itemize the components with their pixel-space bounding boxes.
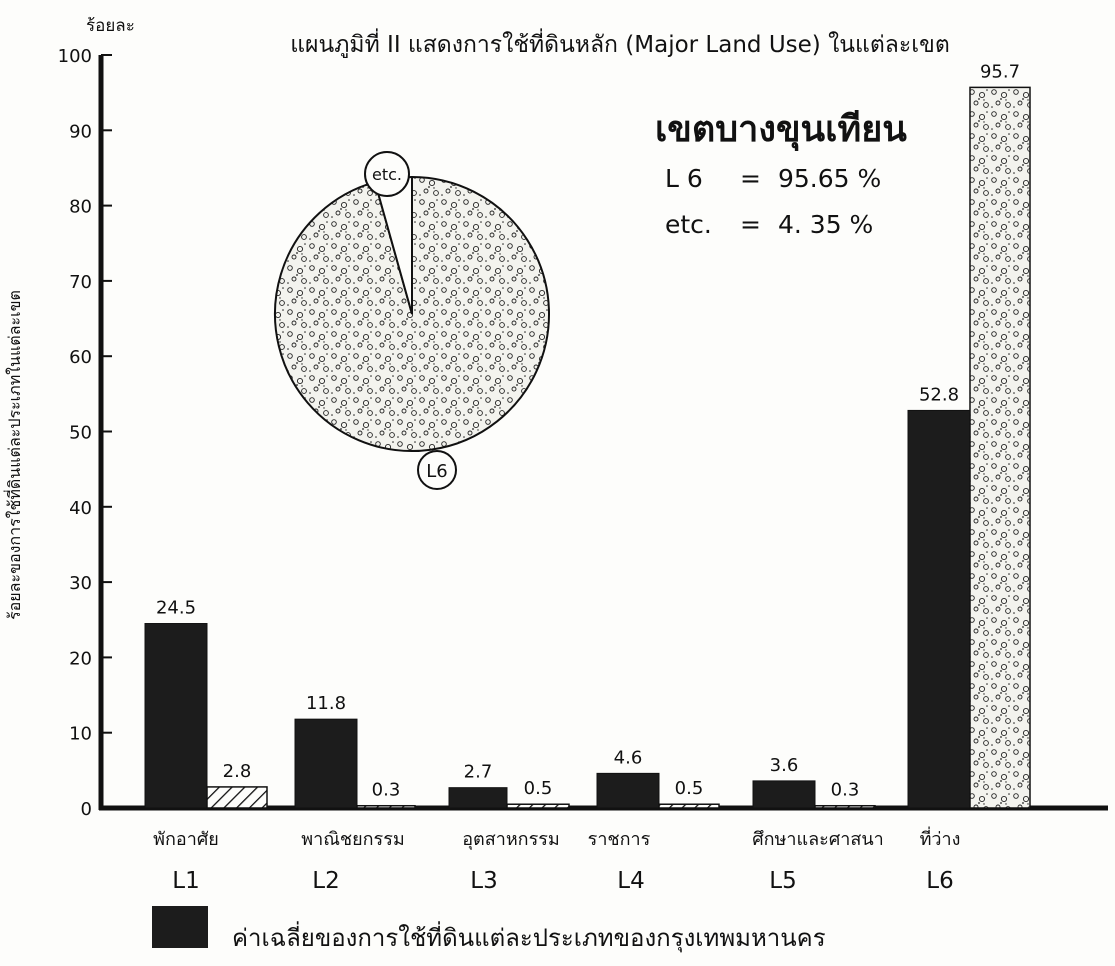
bar-series-2 [969, 86, 1031, 809]
inset-pie: etc. L6 [274, 151, 550, 490]
category-name-label: ศึกษาและศาสนา [752, 829, 884, 850]
district-stat-l6-label: L 6 [665, 164, 703, 193]
y-tick-label: 30 [69, 573, 92, 594]
category-name-label: ที่ว่าง [920, 826, 961, 850]
district-stat-etc-value: 4. 35 % [778, 210, 873, 239]
y-axis-unit: ร้อยละ [86, 16, 135, 36]
bar-value-label: 95.7 [980, 61, 1020, 82]
bar-value-label: 3.6 [770, 755, 799, 776]
category-code-label: L6 [926, 868, 953, 894]
y-tick-label: 10 [69, 724, 92, 745]
y-tick-label: 50 [69, 423, 92, 444]
bar-series-1 [752, 780, 816, 809]
bar-series-2 [356, 804, 416, 809]
bar-value-label: 2.8 [223, 761, 252, 782]
district-stat-etc-label: etc. [665, 210, 712, 239]
bar-value-label: 0.5 [675, 778, 704, 799]
bar-series-2 [506, 803, 570, 809]
category-name-label: ราชการ [588, 829, 651, 850]
y-axis-label: ร้อยละของการใช้ที่ดินแต่ละประเภทในแต่ละเ… [3, 290, 24, 620]
pie-callout-etc-label: etc. [372, 165, 402, 184]
bar-series-2 [206, 786, 268, 809]
category-code-label: L4 [617, 868, 644, 894]
category-code-label: L5 [769, 868, 796, 894]
bar-series-1 [907, 409, 971, 809]
category-name-label: พาณิชยกรรม [301, 829, 405, 850]
district-stat-etc-equals: = [740, 210, 761, 239]
bar-labels-layer: 24.5 11.8 2.7 4.6 3.6 52.8 2.8 0.3 0.5 0.5 0.3 95.7 [156, 61, 1020, 800]
pie-callout-l6-circle [417, 450, 457, 490]
y-tick-label: 100 [58, 46, 92, 67]
category-code-label: L2 [312, 868, 339, 894]
legend-swatch [152, 906, 208, 948]
y-tick-label: 0 [81, 799, 92, 820]
bar-value-label: 24.5 [156, 598, 196, 619]
bar-value-label: 2.7 [464, 762, 493, 783]
bar-series-1 [294, 718, 358, 809]
y-tick-label: 90 [69, 121, 92, 142]
y-tick-label: 20 [69, 648, 92, 669]
pie-callout-etc-circle [364, 151, 410, 197]
district-stat-l6-equals: = [740, 164, 761, 193]
bar-series-2 [814, 804, 876, 809]
bar-series-1 [596, 772, 660, 809]
category-code-label: L1 [172, 868, 199, 894]
category-name-label: พักอาศัย [153, 829, 219, 850]
category-name-label: อุตสาหกรรม [462, 829, 560, 850]
bar-value-label: 52.8 [919, 384, 959, 405]
legend-label: ค่าเฉลี่ยของการใช้ที่ดินแต่ละประเภทของกร… [232, 921, 826, 953]
bar-series-1 [144, 623, 208, 809]
bars-layer [144, 86, 1031, 809]
category-code-label: L3 [470, 868, 497, 894]
bar-value-label: 4.6 [614, 747, 643, 768]
y-axis-ticks: 0 10 20 30 40 50 60 70 80 90 100 [58, 46, 112, 820]
district-name: เขตบางขุนเทียน [655, 109, 907, 152]
y-tick-label: 40 [69, 498, 92, 519]
bar-value-label: 11.8 [306, 693, 346, 714]
bar-series-2 [658, 803, 720, 809]
bar-value-label: 0.5 [524, 778, 553, 799]
y-tick-label: 80 [69, 197, 92, 218]
y-tick-label: 70 [69, 272, 92, 293]
bar-value-label: 0.3 [831, 780, 860, 801]
y-tick-label: 60 [69, 347, 92, 368]
pie-callout-l6-label: L6 [426, 461, 447, 482]
district-stat-l6-value: 95.65 % [778, 164, 881, 193]
bar-series-1 [448, 787, 508, 809]
bar-value-label: 0.3 [372, 780, 401, 801]
chart-title: แผนภูมิที่ II แสดงการใช้ที่ดินหลัก (Majo… [290, 28, 950, 58]
category-labels-layer: พักอาศัย L1 พาณิชยกรรม L2 อุตสาหกรรม L3 ราชการ… [153, 826, 960, 894]
